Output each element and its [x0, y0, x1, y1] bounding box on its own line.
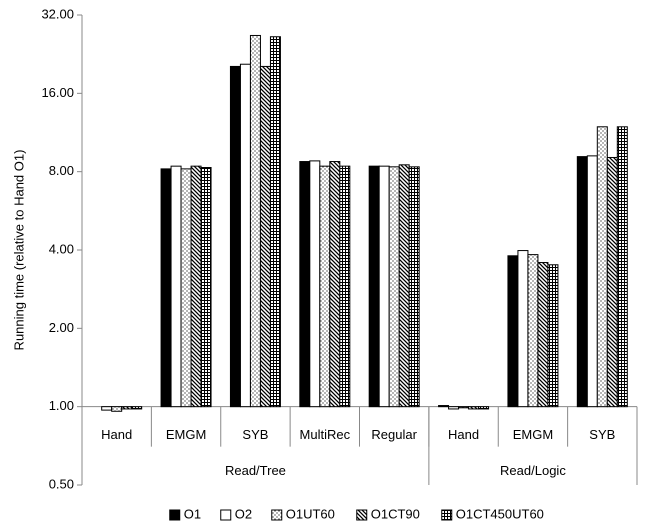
y-tick-label: 2.00: [49, 320, 74, 335]
group-label: Read/Tree: [225, 463, 286, 478]
x-tick-label: SYB: [242, 427, 268, 442]
y-tick-label: 1.00: [49, 398, 74, 413]
bar: [121, 406, 133, 410]
bar: [319, 165, 331, 408]
bar: [596, 126, 608, 408]
x-tick-label: EMGM: [513, 427, 553, 442]
bar: [408, 166, 420, 408]
x-tick-label: EMGM: [166, 427, 206, 442]
bar: [111, 406, 123, 412]
legend-swatch: [169, 509, 181, 521]
x-tick-label: Regular: [371, 427, 417, 442]
bar: [616, 126, 628, 408]
bar: [547, 264, 559, 408]
bar: [180, 168, 192, 408]
bar: [507, 255, 519, 408]
bar: [269, 36, 281, 408]
bar: [329, 161, 341, 408]
y-tick-label: 0.50: [49, 476, 74, 491]
bar: [299, 161, 311, 408]
bar: [378, 165, 390, 408]
bar: [448, 406, 460, 410]
x-tick-label: SYB: [589, 427, 615, 442]
x-tick-label: Hand: [448, 427, 479, 442]
bar: [309, 160, 321, 408]
bar: [170, 165, 182, 408]
legend-label: O1CT450UT60: [456, 506, 544, 521]
bar: [576, 156, 588, 408]
y-axis-label: Running time (relative to Hand O1): [11, 150, 26, 351]
bar: [200, 167, 212, 408]
bar: [468, 406, 480, 410]
y-tick-label: 32.00: [41, 6, 74, 21]
legend-label: O1UT60: [286, 506, 335, 521]
x-tick-label: MultiRec: [300, 427, 351, 442]
bar: [160, 168, 172, 408]
bar: [478, 406, 490, 410]
bar: [586, 155, 598, 408]
x-tick-label: Hand: [101, 427, 132, 442]
bar: [249, 34, 261, 408]
bar: [368, 165, 380, 408]
bar: [229, 65, 241, 408]
bar: [101, 406, 113, 411]
bar: [537, 262, 549, 408]
bar: [190, 165, 202, 408]
legend-swatch: [441, 509, 453, 521]
legend-swatch: [220, 509, 232, 521]
bar: [398, 164, 410, 408]
y-tick-label: 4.00: [49, 241, 74, 256]
legend-label: O1: [184, 506, 201, 521]
group-label: Read/Logic: [500, 463, 566, 478]
bar: [259, 65, 271, 408]
bar: [339, 165, 351, 408]
bar: [517, 250, 529, 408]
legend-swatch: [271, 509, 283, 521]
y-tick-label: 16.00: [41, 85, 74, 100]
bar: [458, 406, 470, 409]
bar: [388, 166, 400, 408]
y-tick-label: 8.00: [49, 163, 74, 178]
bar: [438, 405, 450, 408]
bar: [131, 406, 143, 410]
bar: [239, 63, 251, 408]
bar: [527, 254, 539, 408]
legend-label: O1CT90: [371, 506, 420, 521]
bar: [606, 156, 618, 408]
legend-swatch: [356, 509, 368, 521]
legend-label: O2: [235, 506, 252, 521]
